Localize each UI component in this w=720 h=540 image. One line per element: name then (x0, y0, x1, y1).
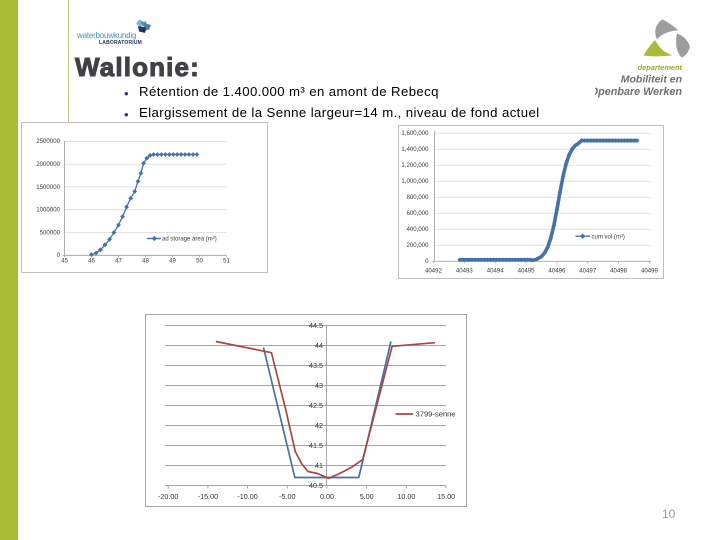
svg-text:Mobiliteit en: Mobiliteit en (621, 74, 682, 86)
svg-text:49: 49 (169, 258, 176, 265)
svg-text:-15.00: -15.00 (198, 492, 218, 501)
svg-text:40.5: 40.5 (309, 481, 323, 490)
svg-text:1,000,000: 1,000,000 (401, 178, 429, 185)
svg-text:40495: 40495 (518, 268, 536, 275)
svg-text:200,000: 200,000 (406, 242, 429, 249)
svg-text:-10.00: -10.00 (237, 492, 257, 501)
svg-text:2000000: 2000000 (36, 161, 60, 168)
svg-text:42: 42 (315, 421, 323, 430)
svg-text:40492: 40492 (425, 268, 443, 275)
svg-text:40499: 40499 (641, 268, 659, 275)
svg-text:0.00: 0.00 (320, 492, 334, 501)
svg-text:1,600,000: 1,600,000 (401, 130, 429, 137)
svg-text:400,000: 400,000 (406, 226, 429, 233)
svg-text:departement: departement (638, 63, 683, 72)
svg-text:44.5: 44.5 (309, 321, 323, 330)
svg-text:43: 43 (315, 381, 323, 390)
svg-text:51: 51 (223, 258, 230, 265)
svg-text:46: 46 (88, 258, 95, 265)
svg-text:45: 45 (61, 258, 68, 265)
svg-text:15.00: 15.00 (437, 492, 455, 501)
svg-text:10.00: 10.00 (397, 492, 415, 501)
svg-text:800,000: 800,000 (406, 194, 429, 201)
svg-text:40494: 40494 (487, 268, 505, 275)
svg-text:43.5: 43.5 (309, 361, 323, 370)
svg-text:50: 50 (196, 258, 203, 265)
svg-text:5.00: 5.00 (360, 492, 374, 501)
svg-text:0: 0 (425, 258, 429, 265)
svg-text:2500000: 2500000 (36, 138, 60, 145)
svg-text:-5.00: -5.00 (279, 492, 295, 501)
svg-text:1,400,000: 1,400,000 (401, 146, 429, 153)
svg-text:40493: 40493 (456, 268, 474, 275)
svg-text:1000000: 1000000 (36, 207, 60, 214)
svg-text:48: 48 (142, 258, 149, 265)
svg-text:-20.00: -20.00 (158, 492, 178, 501)
svg-text:41: 41 (315, 461, 323, 470)
svg-text:40497: 40497 (579, 268, 597, 275)
svg-text:40498: 40498 (610, 268, 628, 275)
svg-text:1500000: 1500000 (36, 184, 60, 191)
svg-text:cum vol (m³): cum vol (m³) (592, 234, 625, 240)
svg-text:500000: 500000 (40, 229, 61, 236)
svg-text:1,200,000: 1,200,000 (401, 162, 429, 169)
svg-text:41.5: 41.5 (309, 441, 323, 450)
svg-text:47: 47 (115, 258, 122, 265)
svg-text:600,000: 600,000 (406, 210, 429, 217)
svg-text:Openbare Werken: Openbare Werken (595, 86, 682, 98)
svg-text:ad storage area (m²): ad storage area (m²) (162, 237, 217, 243)
svg-text:3799-senne: 3799-senne (416, 410, 456, 419)
svg-text:40496: 40496 (548, 268, 566, 275)
svg-text:42.5: 42.5 (309, 401, 323, 410)
svg-text:44: 44 (315, 341, 323, 350)
svg-text:0: 0 (57, 252, 61, 259)
